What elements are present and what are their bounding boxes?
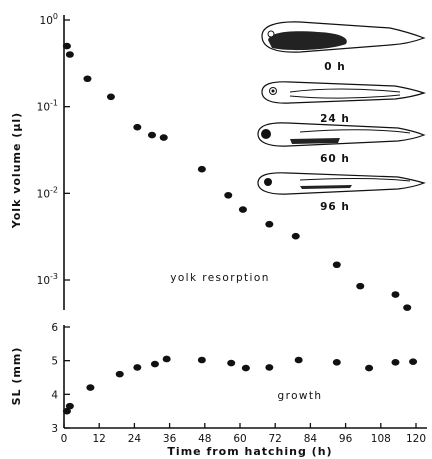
yolk-volume-point [391, 291, 400, 298]
standard-length-point [65, 402, 74, 410]
x-tick-label: 96 [339, 433, 353, 445]
standard-length-point [332, 359, 341, 366]
yolk-volume-point [106, 93, 115, 101]
standard-length-point [133, 364, 142, 371]
larva-24h-drawing [261, 81, 426, 104]
top-panel-y-axis-title: Yolk volume (µl) [10, 112, 23, 229]
standard-length-points [62, 355, 418, 415]
top-panel: 100 10-1 10-2 10-3 Yolk volume (µl) yolk re… [10, 12, 426, 311]
standard-length-point [227, 359, 236, 367]
yolk-volume-point [148, 131, 156, 139]
yolk-volume-point [65, 51, 74, 58]
standard-length-point [197, 356, 206, 364]
stage-label-60h: 60 h [320, 153, 350, 165]
x-tick-label: 60 [233, 433, 246, 445]
larva-drawings: 0 h 24 h 60 h 96 h [257, 21, 426, 213]
larva-96h-drawing [257, 172, 426, 195]
x-axis-title: Time from hatching (h) [167, 445, 332, 458]
yolk-volume-point [159, 134, 168, 141]
x-tick-label: 24 [128, 433, 142, 445]
yolk-volume-point [83, 75, 92, 83]
stage-label-24h: 24 h [320, 113, 350, 125]
x-tick-label: 84 [304, 433, 318, 445]
x-tick-label: 48 [198, 433, 211, 445]
bottom-y-tick-label: 5 [51, 356, 58, 368]
bottom-y-tick-label: 6 [51, 322, 58, 334]
bottom-y-tick-label: 4 [51, 389, 58, 401]
x-tick-label: 72 [269, 433, 282, 445]
standard-length-point [115, 370, 124, 378]
yolk-resorption-label: yolk resorption [170, 272, 270, 284]
top-y-tick-label: 10-2 [37, 185, 58, 200]
growth-label: growth [278, 390, 323, 402]
larva-0h-drawing [261, 21, 426, 53]
yolk-volume-point [403, 304, 412, 311]
bottom-panel-y-ticks: 3 4 5 6 [51, 322, 70, 435]
yolk-volume-point [332, 261, 341, 269]
standard-length-point [62, 407, 71, 415]
yolk-volume-point [133, 123, 142, 131]
standard-length-point [241, 364, 250, 372]
x-tick-label: 36 [163, 433, 177, 445]
yolk-volume-points [62, 42, 412, 311]
yolk-volume-point [238, 206, 247, 213]
standard-length-point [365, 364, 374, 372]
x-tick-label: 120 [406, 433, 426, 445]
yolk-volume-point [291, 232, 300, 240]
standard-length-point [162, 355, 171, 363]
bottom-y-tick-label: 3 [51, 423, 58, 435]
yolk-volume-point [265, 220, 274, 228]
yolk-volume-point [62, 42, 71, 50]
bottom-panel-y-axis-title: SL (mm) [10, 347, 23, 406]
standard-length-point [294, 356, 303, 364]
x-tick-label: 0 [61, 433, 68, 445]
stage-label-0h: 0 h [324, 61, 345, 73]
yolk-volume-point [224, 191, 233, 199]
top-y-tick-label: 10-3 [37, 272, 58, 287]
bottom-panel-x-ticks: 0 12 24 36 48 60 72 84 96 108 120 [61, 423, 426, 445]
bottom-panel: 3 4 5 6 0 12 24 36 48 60 72 84 96 108 120 SL (mm) Tim… [10, 322, 427, 458]
larva-60h-drawing [257, 122, 426, 147]
stage-label-96h: 96 h [320, 201, 350, 213]
standard-length-point [391, 359, 400, 366]
x-tick-label: 12 [93, 433, 106, 445]
x-tick-label: 108 [371, 433, 391, 445]
top-y-tick-label: 10-1 [37, 99, 58, 114]
standard-length-point [265, 364, 274, 371]
top-y-tick-label: 100 [40, 12, 58, 27]
standard-length-point [86, 384, 95, 391]
standard-length-point [409, 358, 418, 365]
top-panel-y-ticks: 100 10-1 10-2 10-3 [37, 12, 70, 287]
yolk-volume-point [356, 282, 365, 290]
yolk-volume-point [197, 165, 206, 173]
standard-length-point [150, 360, 159, 368]
